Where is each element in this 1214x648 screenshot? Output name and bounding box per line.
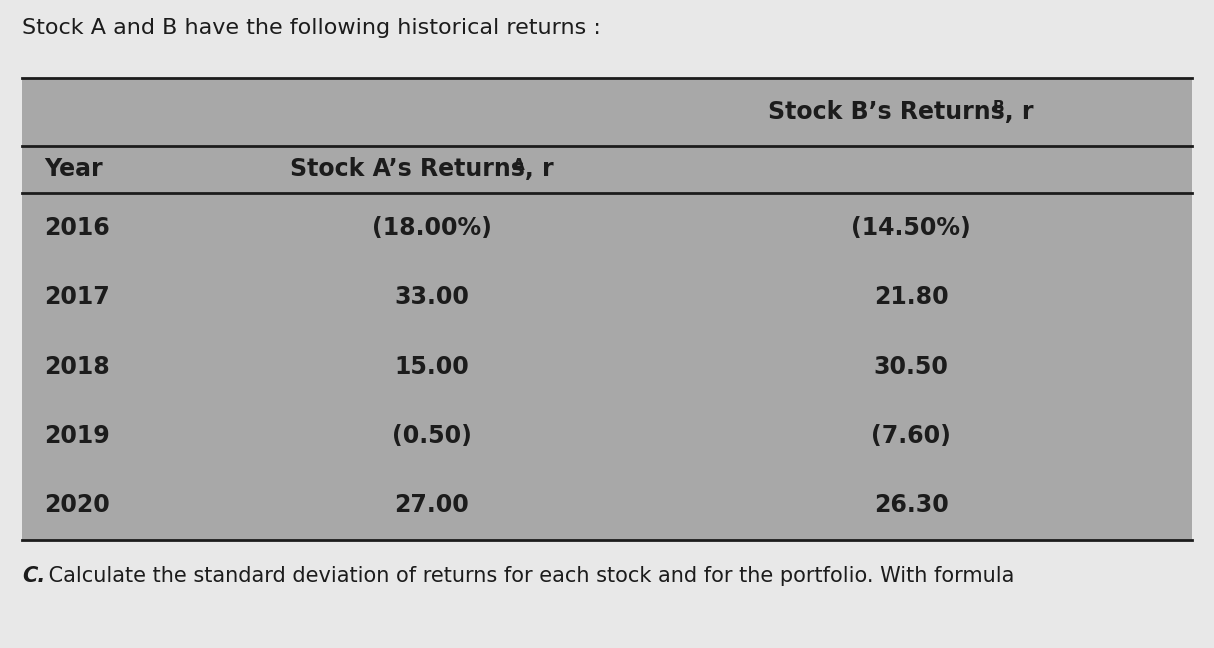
Text: (14.50%): (14.50%) (851, 216, 971, 240)
FancyBboxPatch shape (22, 78, 1192, 540)
Text: Stock A’s Returns, r: Stock A’s Returns, r (290, 157, 554, 181)
Text: (18.00%): (18.00%) (371, 216, 492, 240)
Text: 33.00: 33.00 (395, 285, 469, 309)
Text: B: B (992, 100, 1004, 115)
Text: Stock B’s Returns, r: Stock B’s Returns, r (768, 100, 1034, 124)
Text: 2019: 2019 (44, 424, 109, 448)
Text: 2017: 2017 (44, 285, 109, 309)
Text: 21.80: 21.80 (874, 285, 948, 309)
Text: 15.00: 15.00 (395, 354, 469, 378)
Text: 2020: 2020 (44, 493, 109, 517)
Text: C.: C. (22, 566, 45, 586)
Text: Stock A and B have the following historical returns :: Stock A and B have the following histori… (22, 18, 601, 38)
Text: Calculate the standard deviation of returns for each stock and for the portfolio: Calculate the standard deviation of retu… (42, 566, 1015, 586)
Text: Year: Year (44, 157, 103, 181)
Text: (0.50): (0.50) (392, 424, 471, 448)
Text: 2016: 2016 (44, 216, 109, 240)
Text: 30.50: 30.50 (874, 354, 948, 378)
Text: A: A (512, 158, 524, 173)
Text: 2018: 2018 (44, 354, 109, 378)
Text: 27.00: 27.00 (395, 493, 469, 517)
Text: (7.60): (7.60) (872, 424, 951, 448)
Text: 26.30: 26.30 (874, 493, 948, 517)
